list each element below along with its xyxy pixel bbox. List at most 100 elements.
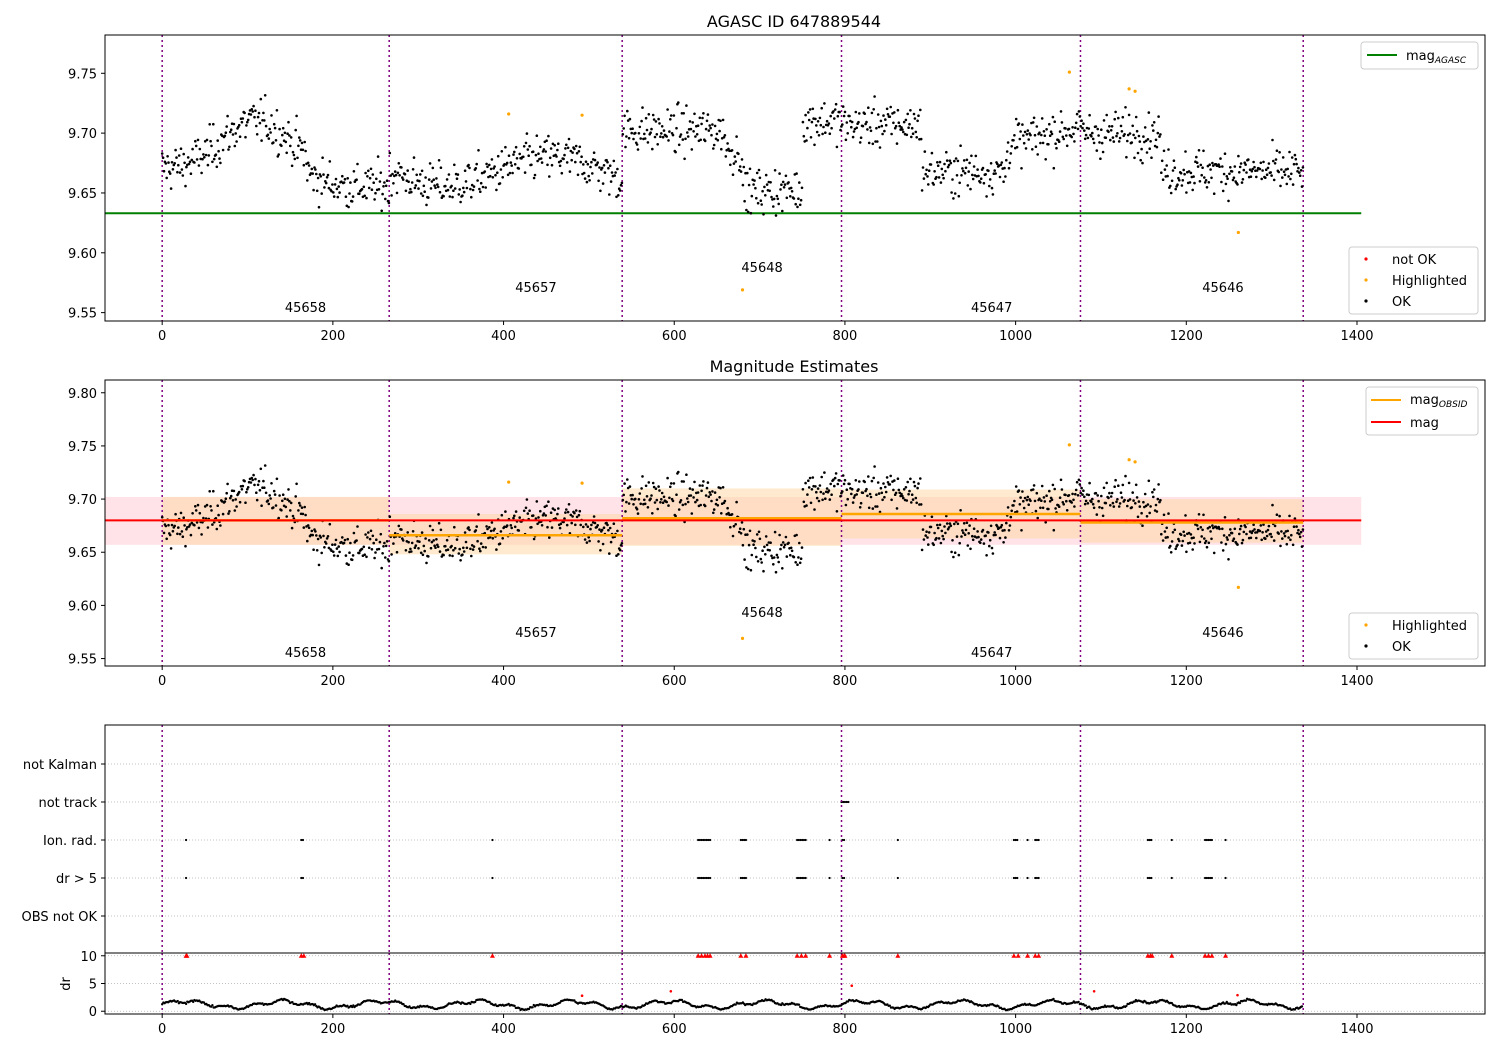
ok-point [889,105,892,109]
obsid-label: 45647 [971,301,1012,316]
ok-point [459,559,462,562]
ok-point [1124,474,1127,478]
ok-point [757,530,761,534]
ok-point [1095,513,1099,516]
flag-event-point [184,876,188,880]
ok-point [1025,133,1029,136]
ok-point [755,196,758,200]
ok-point [558,164,562,168]
dr-xtick-label: 400 [491,1022,516,1037]
ok-point [365,196,368,200]
ok-point [1181,539,1185,543]
ok-point [677,470,680,474]
ok-point [171,529,175,533]
ok-point [1301,166,1305,169]
ok-point [1149,140,1152,143]
ok-point [774,570,778,574]
panel2-legend-top: magOBSID mag [1365,386,1479,436]
ok-point [993,531,996,534]
ok-point [801,488,805,491]
ok-point [360,547,364,551]
ok-point [998,536,1002,540]
panel1-frame [104,34,1486,322]
ok-point [969,187,972,191]
ok-point [857,488,860,491]
ok-point [229,128,233,131]
ok-point [244,135,247,139]
ok-point [908,122,911,126]
ok-point [233,509,237,512]
ok-point [574,160,577,164]
ok-point [350,558,354,562]
dr-point [1235,1003,1238,1007]
ok-point [830,493,833,497]
ok-point [227,512,230,515]
ok-point [907,492,910,496]
ok-point [1061,501,1065,504]
ok-point [551,142,555,146]
ok-point [612,522,616,525]
ok-point [639,502,642,506]
panel-magnitude-estimates: Magnitude Estimates 45658456574564845647… [68,357,1486,689]
ok-point [781,541,785,544]
ok-point [1142,500,1145,504]
ok-point [738,527,742,530]
ok-point [779,188,782,191]
ok-point [409,547,412,551]
ok-point [1070,501,1073,504]
ok-point [335,547,339,550]
xtick-label: 600 [662,329,687,344]
ok-point [1183,534,1186,537]
ok-point [254,477,257,481]
ok-point [336,195,340,199]
ok-point [301,512,305,516]
ok-point [685,104,688,107]
ok-point [364,533,367,536]
ok-point [1108,491,1111,495]
ok-point [472,545,476,548]
ok-point [462,546,465,550]
xtick-label: 800 [833,329,858,344]
ok-point [719,119,722,123]
ok-point [315,534,318,537]
ok-point [351,554,355,557]
ok-point [672,482,676,485]
ok-point [410,190,413,194]
ok-point [388,515,392,518]
ok-point [296,156,299,160]
ok-point [1278,514,1281,518]
ok-point [277,153,281,156]
ok-point [445,178,449,181]
ok-point [897,488,901,492]
ok-point [935,175,938,179]
ok-point [1282,532,1286,535]
ok-point [886,113,890,116]
ok-point [955,535,959,538]
obsid-label: 45647 [971,646,1012,661]
ok-point [646,141,650,144]
ok-point [1206,164,1210,168]
ok-point [1057,140,1061,143]
ok-point [948,159,952,162]
ok-point [822,125,825,129]
ok-point [651,481,655,485]
ok-point [1115,500,1118,504]
ok-point [955,174,959,177]
ok-point [476,539,479,543]
obsid-label: 45657 [515,281,556,296]
ok-point [1128,132,1132,135]
ok-point [674,150,677,154]
ok-point [1294,157,1298,161]
ok-point [1160,532,1163,536]
ok-point [1119,124,1123,128]
ok-point [1240,181,1244,184]
ok-point [1006,506,1010,509]
ok-point [469,547,472,551]
ok-point [515,157,519,160]
flag-event-point [799,876,802,880]
ok-point [1075,112,1079,116]
ok-point [273,126,277,130]
ok-point [298,139,302,142]
ok-point [306,179,309,182]
ok-point [1100,506,1104,510]
